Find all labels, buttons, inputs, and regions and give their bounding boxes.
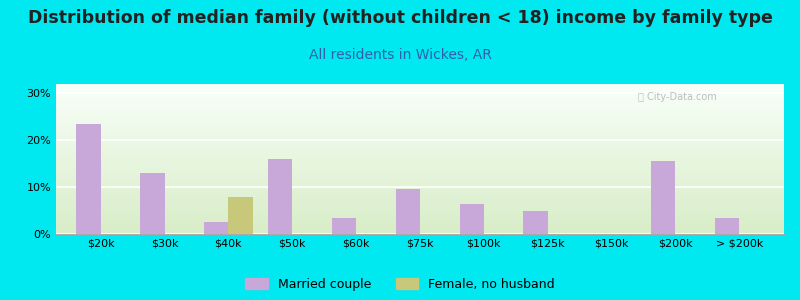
- Bar: [229, 196, 253, 234]
- Bar: [523, 211, 548, 234]
- Bar: [77, 124, 101, 234]
- Bar: [396, 190, 420, 234]
- Text: All residents in Wickes, AR: All residents in Wickes, AR: [309, 48, 491, 62]
- Bar: [268, 159, 292, 234]
- Bar: [140, 173, 165, 234]
- Text: Distribution of median family (without children < 18) income by family type: Distribution of median family (without c…: [27, 9, 773, 27]
- Legend: Married couple, Female, no husband: Married couple, Female, no husband: [245, 278, 555, 291]
- Bar: [459, 203, 484, 234]
- Bar: [332, 218, 356, 234]
- Bar: [715, 218, 739, 234]
- Bar: [204, 222, 229, 234]
- Bar: [651, 161, 675, 234]
- Text: ⓘ City-Data.com: ⓘ City-Data.com: [638, 92, 717, 101]
